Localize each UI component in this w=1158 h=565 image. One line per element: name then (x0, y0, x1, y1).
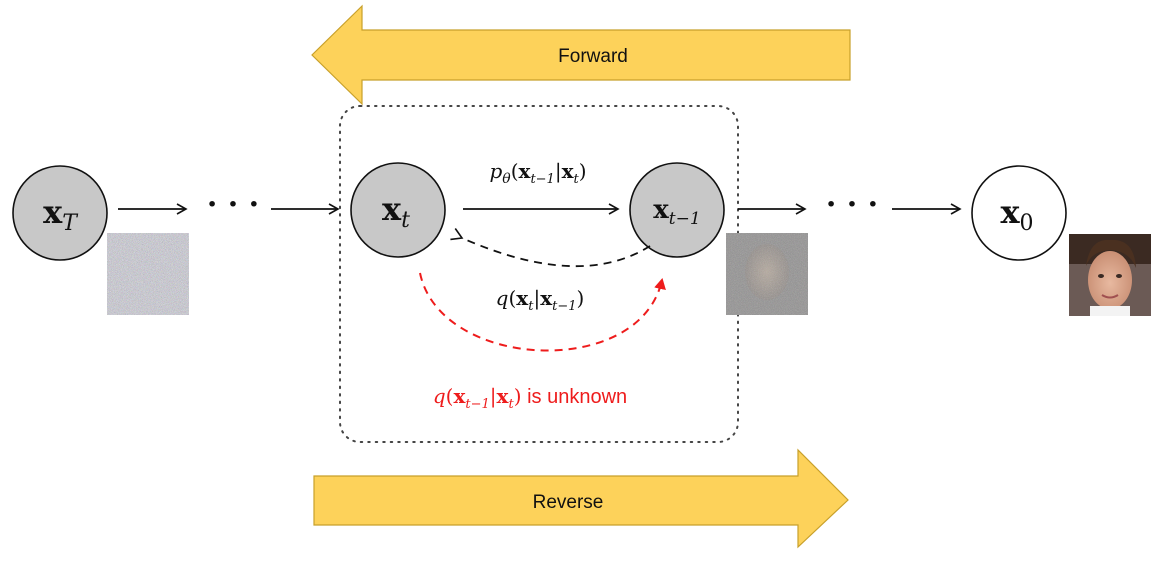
noise-image-T-noise (107, 233, 189, 315)
noise-image-t-minus-1 (726, 233, 808, 315)
node-x-t: xt (350, 162, 446, 258)
face-photo-hair (1086, 239, 1136, 268)
node-x-t-minus-1-circle (629, 162, 725, 258)
noisy-face-noise (726, 233, 808, 315)
q-reverse-unknown-label: q(xt−1|xt) is unknown (433, 384, 627, 412)
forward-arrow-shape (311, 4, 851, 106)
face-photo-mouth (1101, 294, 1119, 299)
node-x-0-label: x0 (1000, 193, 1033, 236)
node-x-t-circle (350, 162, 446, 258)
face-photo-eye-left (1098, 274, 1104, 278)
node-x-T-label: xT (43, 193, 79, 236)
node-x-0: x0 (971, 165, 1067, 261)
ellipsis-right: · · · (826, 187, 878, 222)
face-photo-shirt (1090, 306, 1130, 316)
face-photo-eye-right (1116, 274, 1122, 278)
edge-q-forward-dashed (450, 228, 651, 268)
p-theta-label: pθ(xt−1|xt) (489, 159, 586, 187)
noise-image-T (107, 233, 189, 315)
node-x-T: xT (12, 165, 108, 261)
q-forward-label: q(xt|xt−1) (496, 286, 585, 314)
forward-label: Forward (558, 46, 628, 67)
node-x-0-circle (971, 165, 1067, 261)
face-photo-face (1088, 251, 1132, 309)
edge-q-reverse-red-dashed (419, 272, 666, 352)
reverse-label: Reverse (533, 492, 604, 513)
node-x-t-minus-1-label: xt−1 (653, 195, 700, 229)
forward-arrow: Forward (311, 4, 851, 106)
reverse-arrow-shape (313, 448, 849, 549)
node-x-t-minus-1: xt−1 (629, 162, 725, 258)
face-image-x0 (1069, 234, 1151, 316)
node-x-t-label: xt (382, 190, 410, 233)
reverse-arrow: Reverse (313, 448, 849, 549)
ellipsis-left: · · · (207, 187, 259, 222)
node-x-T-circle (12, 165, 108, 261)
dotted-focus-box (339, 105, 739, 443)
